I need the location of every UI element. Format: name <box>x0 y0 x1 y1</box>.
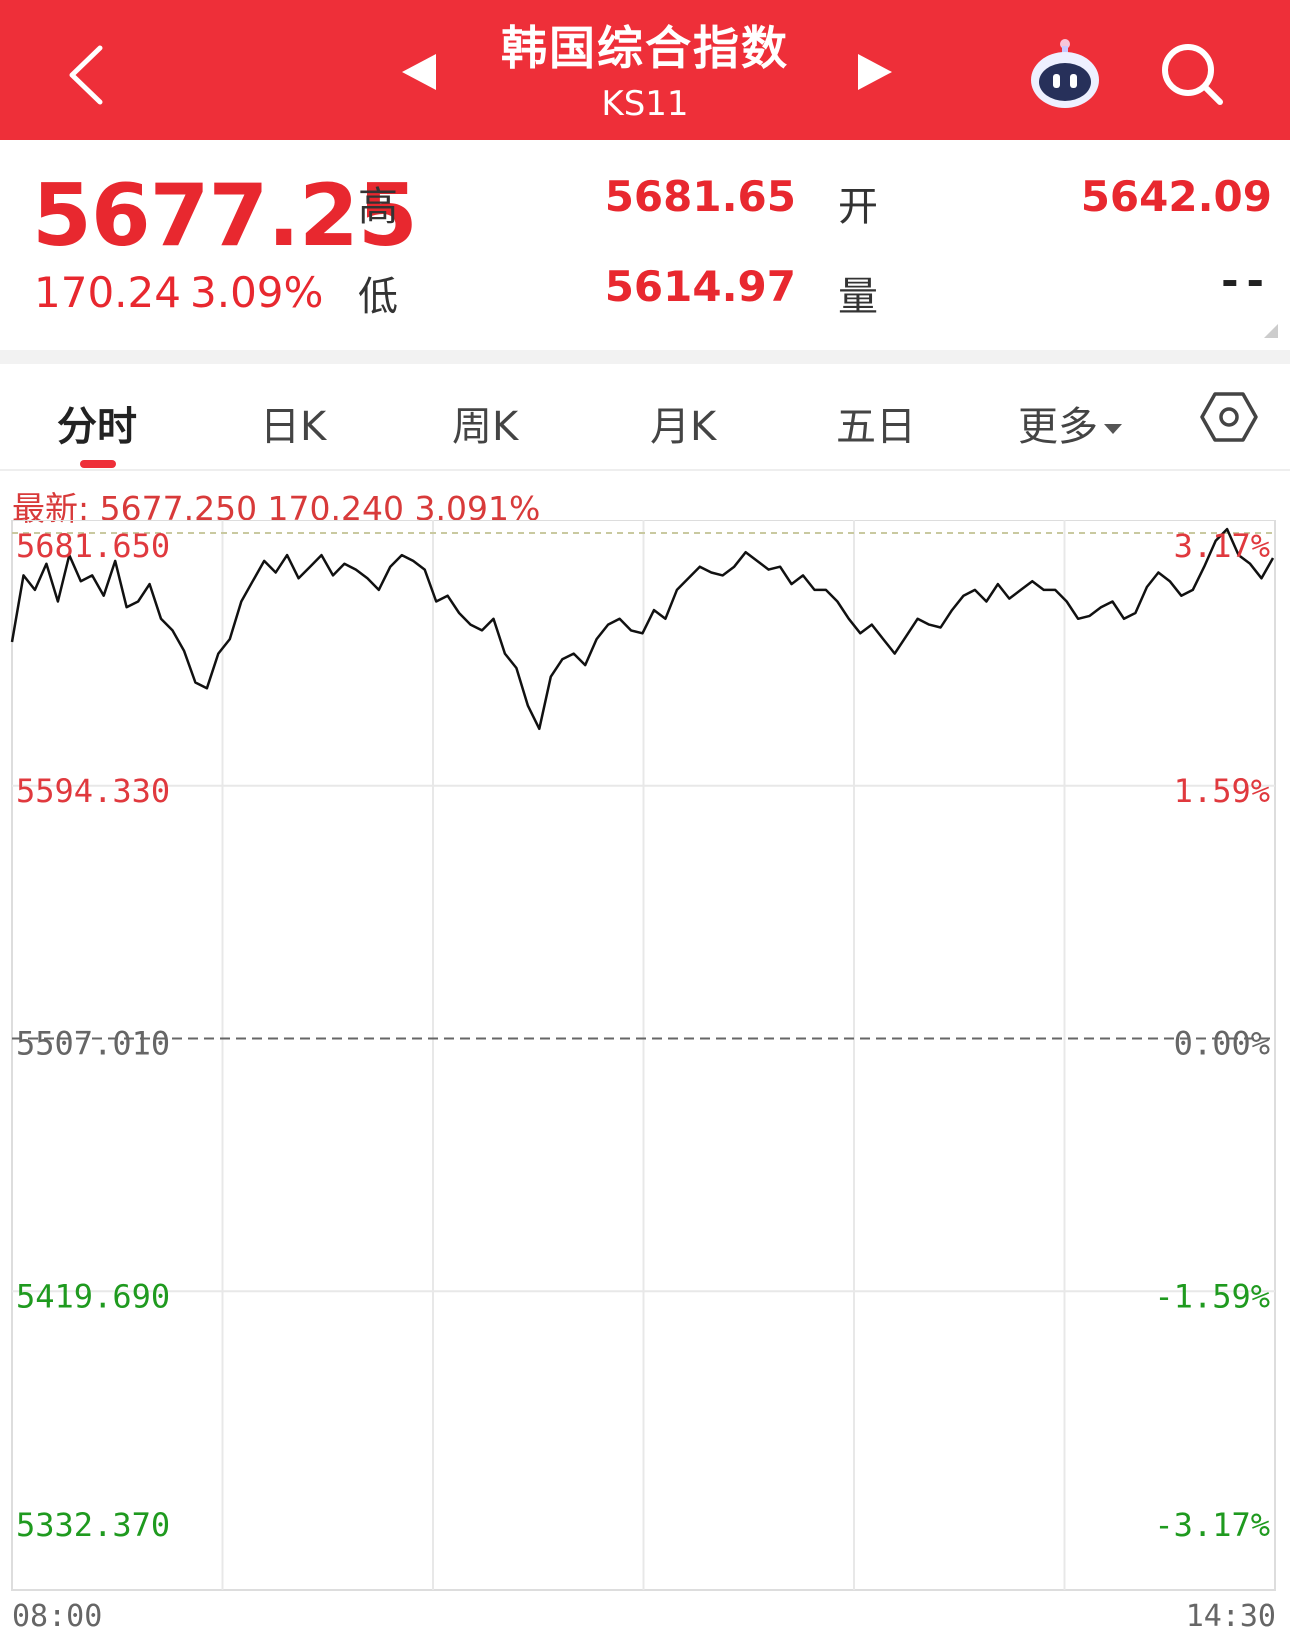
triangle-left-icon[interactable] <box>402 54 436 90</box>
y-tick-label-left: 5681.650 <box>16 527 170 565</box>
low-label: 低 <box>358 274 398 320</box>
expand-corner-icon[interactable] <box>1264 324 1278 338</box>
tab-more-label: 更多 <box>1018 404 1098 450</box>
chart-period-tabs: 分时 日K 周K 月K 五日 更多 <box>0 364 1290 471</box>
y-tick-label-left: 5507.010 <box>16 1025 170 1063</box>
tab-monthly-k[interactable]: 月K <box>650 404 717 450</box>
volume-value: -- <box>1221 256 1272 305</box>
y-tick-label-right: -1.59% <box>1154 1277 1270 1315</box>
high-label: 高 <box>358 184 398 230</box>
y-tick-label-right: -3.17% <box>1154 1506 1270 1544</box>
tab-weekly-k[interactable]: 周K <box>452 404 519 450</box>
tab-five-day[interactable]: 五日 <box>836 404 916 450</box>
tab-intraday[interactable]: 分时 <box>57 404 137 450</box>
last-price: 5677.25 <box>32 166 418 266</box>
price-change-pct: 3.09% <box>190 268 324 317</box>
price-line <box>10 527 1275 731</box>
volume-label: 量 <box>838 274 878 320</box>
low-value: 5614.97 <box>604 262 796 311</box>
chart-grid <box>11 520 1276 1591</box>
robot-icon[interactable] <box>1025 34 1105 114</box>
x-tick-label-start: 08:00 <box>12 1599 102 1634</box>
tab-daily-k[interactable]: 日K <box>260 404 327 450</box>
price-change: 170.24 <box>34 268 181 317</box>
settings-icon[interactable] <box>1200 388 1258 446</box>
high-value: 5681.65 <box>604 172 796 221</box>
triangle-right-icon[interactable] <box>858 54 892 90</box>
axis-labels: 5681.650 3.17% 5594.330 1.59% 5507.010 0.00% 5… <box>12 527 1276 1634</box>
chevron-left-icon[interactable] <box>60 40 120 110</box>
tab-more[interactable]: 更多 <box>1018 394 1122 452</box>
caret-down-icon <box>1104 424 1122 434</box>
y-tick-label-left: 5419.690 <box>16 1277 170 1315</box>
price-line-layer <box>10 527 1275 731</box>
y-tick-label-right: 3.17% <box>1174 527 1270 565</box>
intraday-chart: 5681.650 3.17% 5594.330 1.59% 5507.010 0.00% 5… <box>10 520 1276 1634</box>
open-label: 开 <box>838 184 878 230</box>
open-value: 5642.09 <box>1080 172 1272 221</box>
y-tick-label-left: 5332.370 <box>16 1506 170 1544</box>
index-code: KS11 <box>601 84 689 124</box>
latest-quote-line: 最新: 5677.250 170.240 3.091% <box>12 489 541 528</box>
search-icon[interactable] <box>1158 40 1228 110</box>
tab-active-indicator <box>80 460 116 468</box>
quote-panel: 5677.25 170.24 3.09% 高 5681.65 开 5642.09… <box>0 140 1290 350</box>
y-tick-label-right: 1.59% <box>1174 772 1270 810</box>
page-title: 韩国综合指数 <box>501 21 789 75</box>
x-tick-label-end: 14:30 <box>1186 1599 1276 1634</box>
top-bar: 韩国综合指数 KS11 <box>0 0 1290 140</box>
y-tick-label-left: 5594.330 <box>16 772 170 810</box>
y-tick-label-right: 0.00% <box>1174 1025 1270 1063</box>
section-divider <box>0 350 1290 364</box>
